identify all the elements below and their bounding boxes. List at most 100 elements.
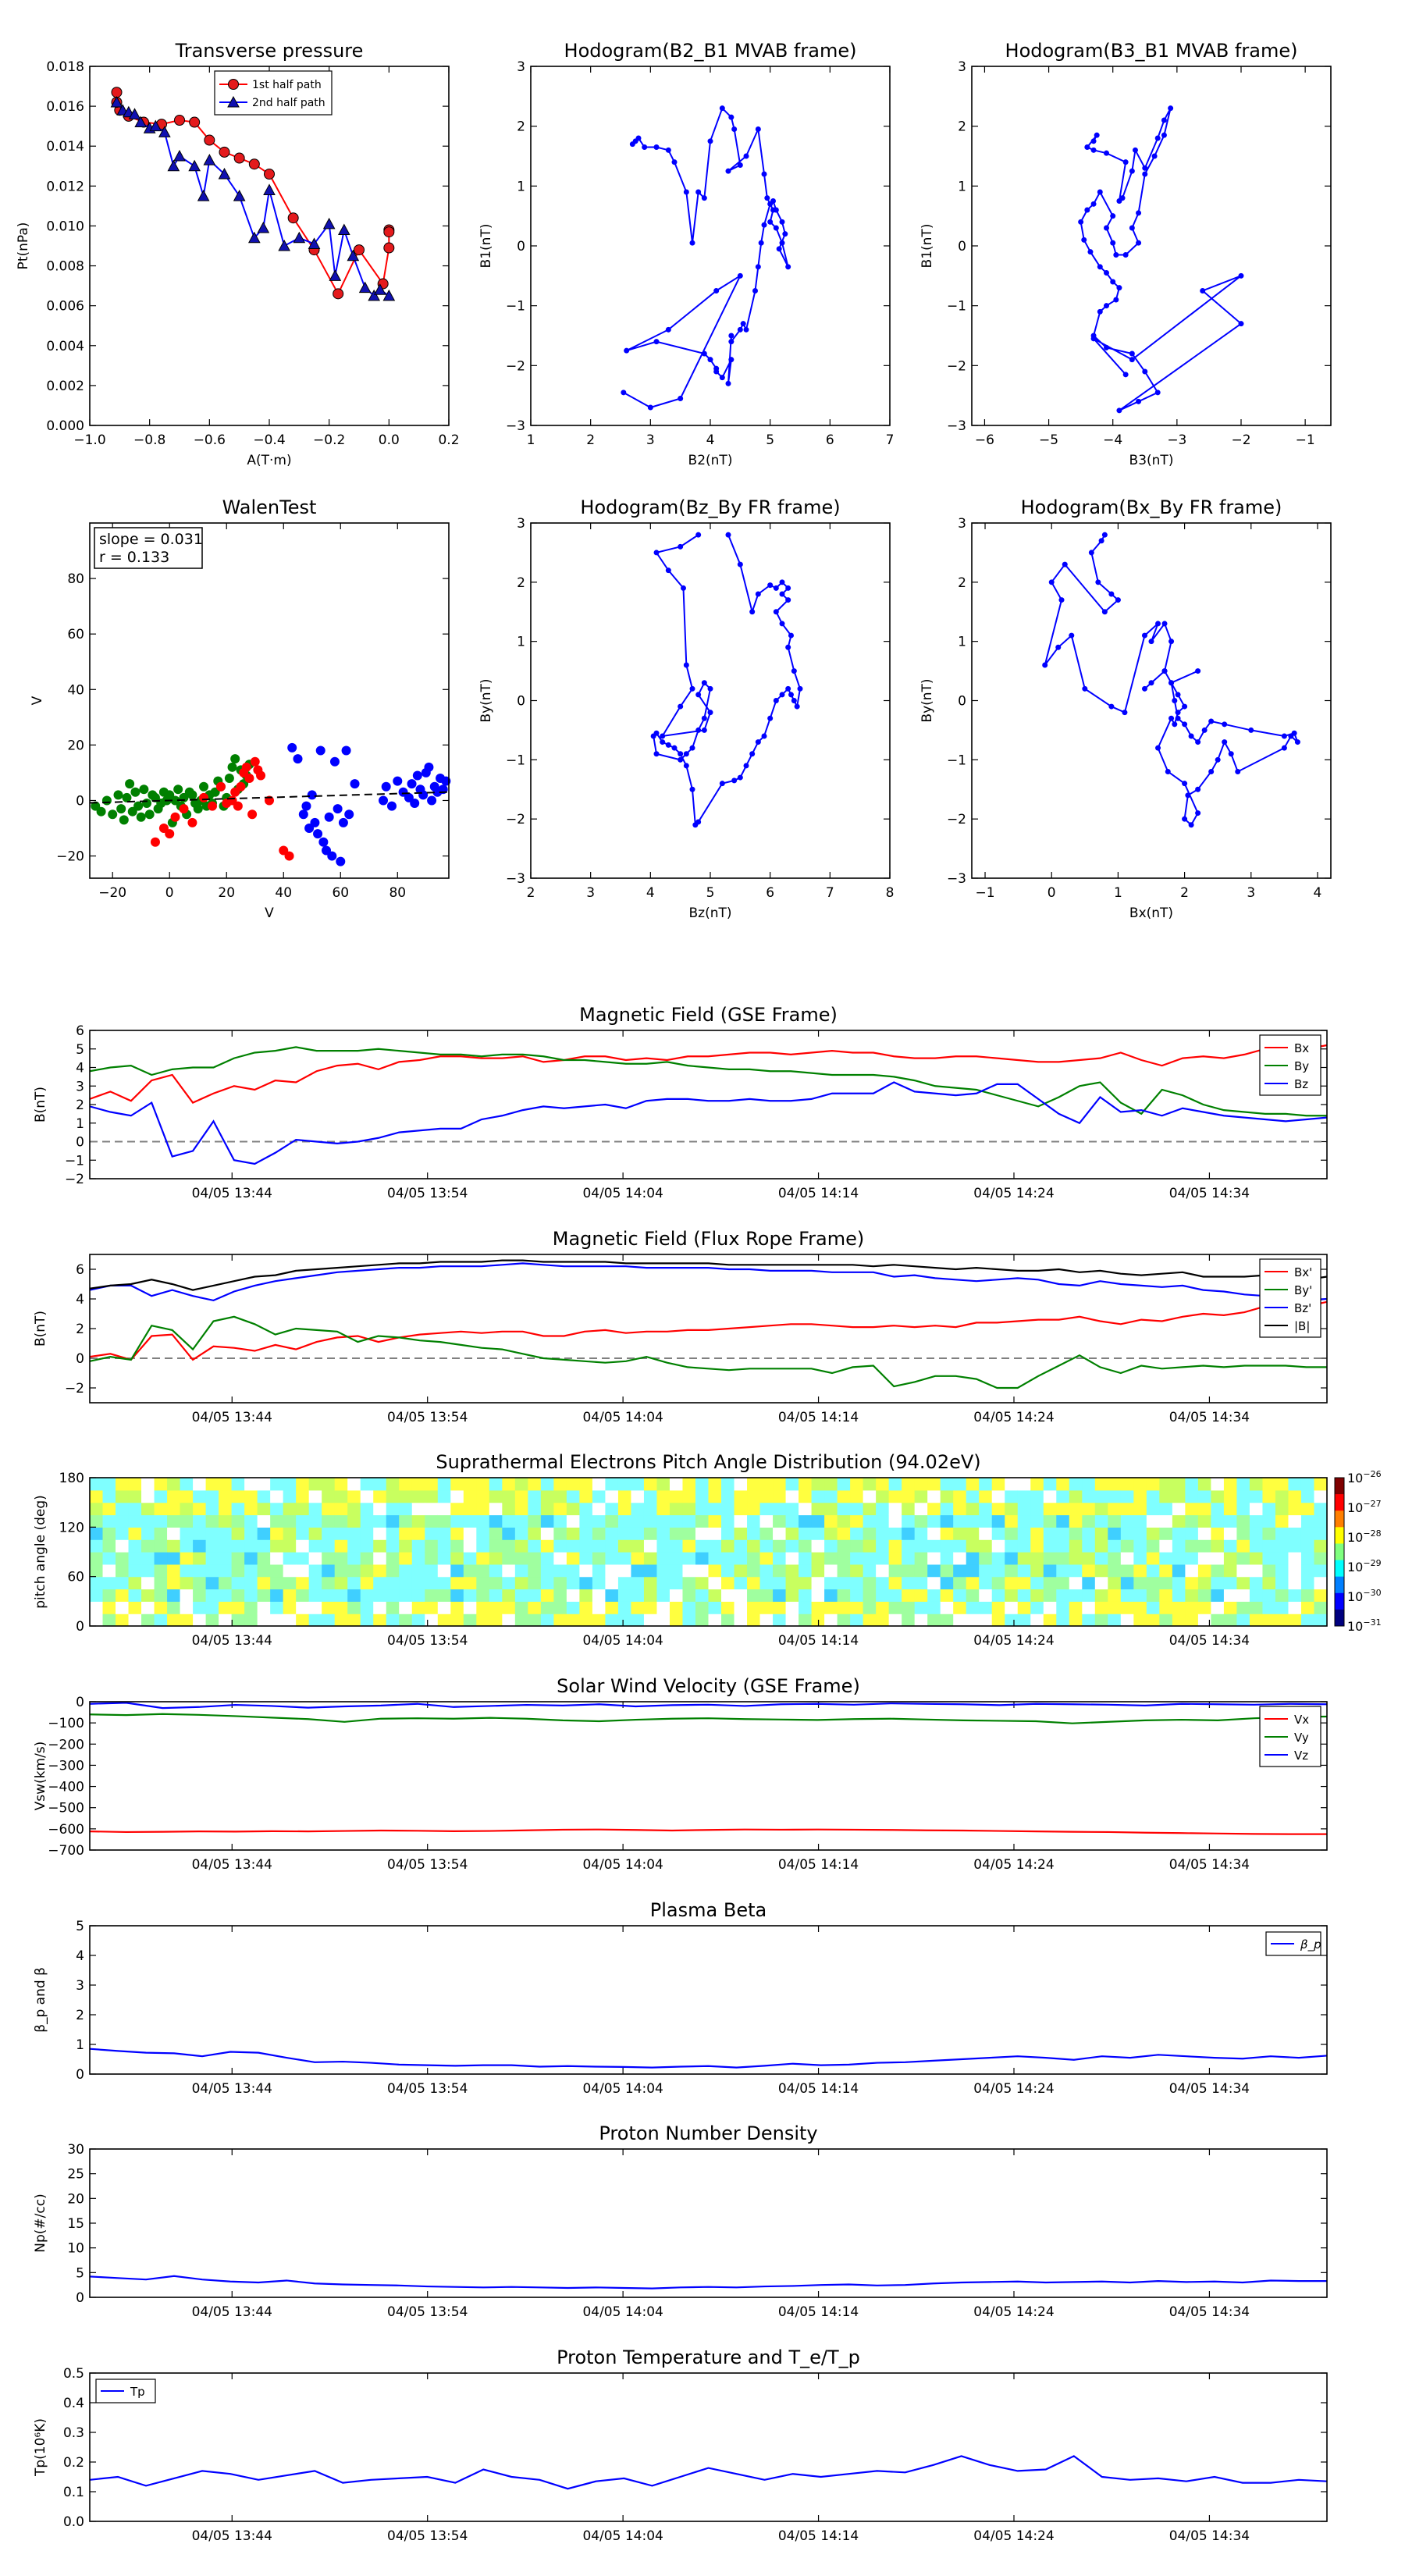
series-Vz — [89, 1702, 1328, 1710]
heatmap-cell — [1314, 1502, 1328, 1516]
heatmap-cell — [296, 1576, 310, 1590]
data-point — [1148, 680, 1154, 686]
heatmap-cell — [514, 1478, 528, 1491]
data-point — [761, 733, 767, 739]
heatmap-cell — [953, 1552, 967, 1565]
heatmap-cell — [116, 1489, 130, 1503]
heatmap-cell — [476, 1478, 490, 1491]
data-point — [791, 698, 797, 703]
data-point — [236, 781, 246, 792]
heatmap-cell — [1005, 1589, 1019, 1602]
heatmap-cell — [373, 1514, 387, 1528]
heatmap-cell — [669, 1552, 684, 1565]
data-point — [189, 116, 201, 128]
heatmap-cell — [1275, 1552, 1289, 1565]
heatmap-cell — [605, 1564, 619, 1578]
heatmap-cell — [747, 1539, 761, 1553]
data-point — [350, 779, 360, 789]
heatmap-cell — [1223, 1564, 1238, 1578]
y-tick-label: 0.0 — [63, 2514, 84, 2530]
data-point — [678, 396, 684, 401]
heatmap-cell — [669, 1489, 684, 1503]
heatmap-cell — [734, 1576, 748, 1590]
legend-label: By — [1294, 1059, 1309, 1073]
heatmap-cell — [1249, 1478, 1264, 1491]
data-point — [1098, 538, 1104, 544]
heatmap-cell — [205, 1527, 219, 1540]
heatmap-cell — [940, 1527, 954, 1540]
colorbar-segment — [1335, 1494, 1344, 1511]
heatmap-cell — [437, 1589, 451, 1602]
heatmap-cell — [270, 1502, 284, 1516]
heatmap-cell — [759, 1489, 774, 1503]
data-point — [1168, 105, 1174, 112]
chart-title: Solar Wind Velocity (GSE Frame) — [557, 1675, 860, 1697]
heatmap-cell — [180, 1576, 194, 1590]
colorbar-label: 10−29 — [1347, 1558, 1382, 1574]
heatmap-cell — [1017, 1589, 1031, 1602]
x-tick-label: 6 — [766, 885, 774, 901]
heatmap-cell — [399, 1614, 413, 1627]
heatmap-cell — [643, 1552, 658, 1565]
heatmap-cell — [1288, 1552, 1302, 1565]
heatmap-cell — [914, 1614, 928, 1627]
heatmap-cell — [979, 1601, 993, 1614]
heatmap-cell — [528, 1539, 542, 1553]
heatmap-cell — [1262, 1478, 1276, 1491]
heatmap-cell — [1275, 1502, 1289, 1516]
heatmap-cell — [914, 1489, 928, 1503]
data-point — [187, 817, 197, 827]
heatmap-cell — [940, 1502, 954, 1516]
heatmap-cell — [1262, 1614, 1276, 1627]
heatmap-cell — [257, 1478, 271, 1491]
series-Vy — [89, 1713, 1328, 1724]
heatmap-cell — [863, 1564, 877, 1578]
heatmap-cell — [141, 1539, 155, 1553]
heatmap-cell — [1275, 1589, 1289, 1602]
heatmap-cell — [489, 1552, 503, 1565]
heatmap-cell — [902, 1478, 916, 1491]
x-tick-label: 04/05 14:04 — [582, 2304, 663, 2320]
heatmap-cell — [1056, 1527, 1070, 1540]
heatmap-cell — [876, 1502, 890, 1516]
heatmap-cell — [773, 1489, 787, 1503]
heatmap-cell — [1275, 1539, 1289, 1553]
heatmap-cell — [308, 1614, 322, 1627]
legend-box — [214, 70, 333, 116]
heatmap-cell — [231, 1614, 245, 1627]
heatmap-cell — [283, 1564, 297, 1578]
heatmap-cell — [437, 1552, 451, 1565]
heatmap-cell — [1030, 1489, 1044, 1503]
chart-ts3: Solar Wind Velocity (GSE Frame)−700−600−… — [33, 1675, 1328, 1873]
heatmap-cell — [450, 1489, 464, 1503]
heatmap-cell — [1082, 1502, 1096, 1516]
data-point — [1084, 144, 1090, 150]
data-point — [241, 762, 251, 772]
plot-frame — [530, 522, 891, 879]
heatmap-cell — [141, 1601, 155, 1614]
heatmap-cell — [876, 1527, 890, 1540]
heatmap-cell — [373, 1601, 387, 1614]
heatmap-cell — [1288, 1601, 1302, 1614]
heatmap-cell — [708, 1539, 722, 1553]
data-point — [665, 326, 671, 333]
heatmap-cell — [167, 1514, 181, 1528]
data-point — [1108, 703, 1115, 710]
heatmap-cell — [1288, 1527, 1302, 1540]
x-tick-label: 04/05 14:34 — [1169, 1410, 1250, 1425]
y-tick-label: 0.016 — [46, 99, 84, 115]
heatmap-cell — [902, 1614, 916, 1627]
heatmap-cell — [167, 1614, 181, 1627]
data-point — [1222, 739, 1228, 745]
heatmap-cell — [437, 1514, 451, 1528]
legend-label: |B| — [1294, 1319, 1310, 1333]
data-point — [133, 801, 144, 811]
y-tick-label: 3 — [958, 59, 966, 75]
heatmap-cell — [876, 1576, 890, 1590]
data-point — [233, 152, 245, 164]
y-tick-label: 0.004 — [46, 339, 84, 354]
heatmap-cell — [270, 1601, 284, 1614]
heatmap-cell — [1262, 1527, 1276, 1540]
heatmap-cell — [811, 1514, 825, 1528]
data-point — [197, 190, 210, 201]
